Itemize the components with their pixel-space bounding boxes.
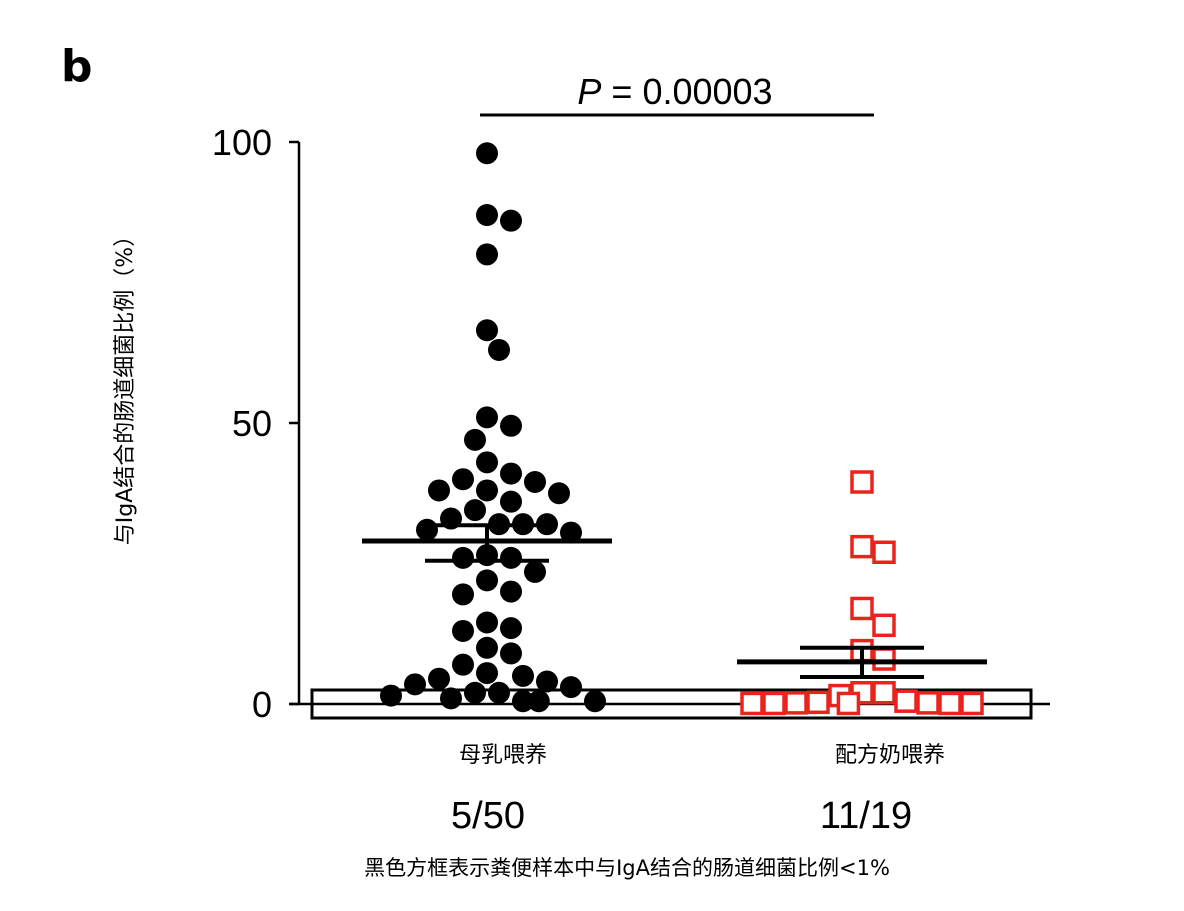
category-labels: 母乳喂养 5/50 配方奶喂养 11/19 — [451, 743, 945, 837]
data-point-formula — [742, 693, 762, 713]
data-point-breastfed — [452, 583, 474, 605]
y-axis-label: 与IgA结合的肠道细菌比例（%） — [113, 225, 138, 545]
data-point-breastfed — [452, 468, 474, 490]
data-point-breastfed — [428, 668, 450, 690]
data-point-breastfed — [524, 471, 546, 493]
data-point-breastfed — [476, 406, 498, 428]
data-point-breastfed — [476, 451, 498, 473]
data-point-formula — [896, 691, 916, 711]
data-point-formula — [918, 693, 938, 713]
y-tick-label: 50 — [232, 403, 272, 444]
data-point-formula — [764, 693, 784, 713]
data-point-breastfed — [428, 479, 450, 501]
data-point-formula — [838, 693, 858, 713]
data-point-formula — [852, 472, 872, 492]
data-point-breastfed — [476, 637, 498, 659]
data-point-breastfed — [500, 547, 522, 569]
data-point-breastfed — [500, 491, 522, 513]
category-ratio: 5/50 — [451, 795, 525, 837]
p-value-label: P = 0.00003 — [577, 71, 772, 112]
footnote: 黑色方框表示粪便样本中与IgA结合的肠道细菌比例<1% — [364, 856, 890, 880]
data-marks — [380, 142, 982, 713]
data-point-breastfed — [536, 671, 558, 693]
data-point-breastfed — [476, 612, 498, 634]
data-point-breastfed — [488, 339, 510, 361]
data-point-breastfed — [488, 682, 510, 704]
data-point-breastfed — [584, 690, 606, 712]
y-tick-label: 100 — [212, 122, 272, 163]
data-point-breastfed — [500, 617, 522, 639]
data-point-breastfed — [512, 665, 534, 687]
data-point-formula — [852, 598, 872, 618]
category-ratio: 11/19 — [820, 795, 912, 837]
data-point-breastfed — [464, 682, 486, 704]
data-point-breastfed — [500, 581, 522, 603]
significance-annotation: P = 0.00003 — [480, 71, 874, 115]
data-point-breastfed — [476, 142, 498, 164]
data-point-breastfed — [476, 662, 498, 684]
y-tick-label: 0 — [252, 684, 272, 725]
data-point-formula — [786, 693, 806, 713]
data-point-formula — [874, 683, 894, 703]
data-point-breastfed — [380, 685, 402, 707]
data-point-breastfed — [476, 319, 498, 341]
data-point-breastfed — [500, 415, 522, 437]
data-point-breastfed — [440, 687, 462, 709]
data-point-breastfed — [452, 547, 474, 569]
axes: 0 50 100 与IgA结合的肠道细菌比例（%） — [113, 122, 1050, 725]
category-label: 母乳喂养 — [459, 743, 547, 768]
data-point-breastfed — [500, 463, 522, 485]
data-point-formula — [874, 615, 894, 635]
data-point-breastfed — [476, 243, 498, 265]
data-point-breastfed — [476, 479, 498, 501]
data-point-formula — [874, 649, 894, 669]
data-point-breastfed — [464, 499, 486, 521]
data-point-formula — [808, 692, 828, 712]
data-point-breastfed — [416, 519, 438, 541]
data-point-formula — [874, 542, 894, 562]
data-point-breastfed — [404, 673, 426, 695]
data-point-breastfed — [500, 642, 522, 664]
data-point-breastfed — [464, 429, 486, 451]
data-point-breastfed — [476, 569, 498, 591]
data-point-formula — [940, 693, 960, 713]
category-label: 配方奶喂养 — [835, 743, 945, 768]
panel-label: b — [61, 41, 93, 92]
data-point-breastfed — [528, 690, 550, 712]
data-point-formula — [852, 537, 872, 557]
data-point-breastfed — [524, 561, 546, 583]
data-point-breastfed — [452, 654, 474, 676]
data-point-breastfed — [500, 210, 522, 232]
data-point-breastfed — [560, 676, 582, 698]
data-point-breastfed — [548, 482, 570, 504]
data-point-formula — [962, 693, 982, 713]
data-point-breastfed — [452, 620, 474, 642]
data-point-breastfed — [476, 204, 498, 226]
